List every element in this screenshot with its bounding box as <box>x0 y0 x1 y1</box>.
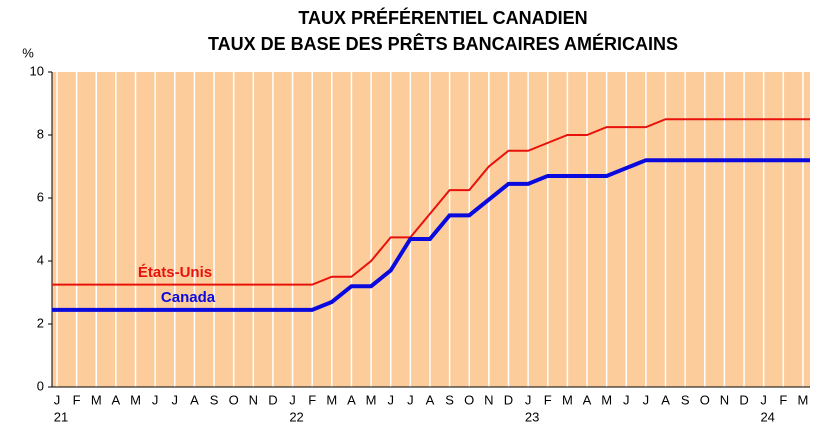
y-tick-label: 6 <box>37 189 44 204</box>
y-tick-label: 8 <box>37 126 44 141</box>
year-label: 21 <box>54 409 68 424</box>
series-label: États-Unis <box>138 264 212 281</box>
x-tick-label: A <box>583 392 592 407</box>
x-tick-label: D <box>504 392 513 407</box>
x-tick-label: M <box>366 392 377 407</box>
x-tick-label: F <box>73 392 81 407</box>
x-tick-label: O <box>700 392 710 407</box>
x-tick-label: J <box>643 392 650 407</box>
x-tick-label: F <box>779 392 787 407</box>
x-tick-label: J <box>289 392 296 407</box>
x-tick-label: M <box>326 392 337 407</box>
x-tick-label: J <box>387 392 394 407</box>
x-tick-label: M <box>798 392 809 407</box>
x-tick-label: A <box>112 392 121 407</box>
x-tick-label: J <box>152 392 159 407</box>
x-tick-label: J <box>54 392 61 407</box>
line-series <box>52 118 810 286</box>
x-tick-label: J <box>172 392 179 407</box>
x-tick-label: F <box>308 392 316 407</box>
x-tick-label: O <box>464 392 474 407</box>
y-tick-label: 2 <box>37 315 44 330</box>
chart-title: TAUX PRÉFÉRENTIEL CANADIEN <box>298 7 587 28</box>
x-tick-label: S <box>681 392 690 407</box>
x-tick-label: A <box>661 392 670 407</box>
x-tick-label: J <box>760 392 767 407</box>
y-tick-label: 4 <box>37 252 44 267</box>
chart-title: TAUX DE BASE DES PRÊTS BANCAIRES AMÉRICA… <box>208 33 678 54</box>
x-tick-label: F <box>544 392 552 407</box>
year-label: 23 <box>525 409 539 424</box>
x-tick-label: J <box>407 392 414 407</box>
x-tick-label: M <box>601 392 612 407</box>
series-label: Canada <box>161 289 216 306</box>
x-tick-label: A <box>347 392 356 407</box>
line-series <box>52 158 810 312</box>
x-tick-label: M <box>562 392 573 407</box>
x-tick-label: M <box>130 392 141 407</box>
x-tick-label: A <box>190 392 199 407</box>
x-tick-label: S <box>445 392 454 407</box>
x-tick-label: A <box>426 392 435 407</box>
x-tick-label: D <box>268 392 277 407</box>
x-tick-label: M <box>91 392 102 407</box>
y-tick-label: 0 <box>37 378 44 393</box>
x-tick-label: S <box>210 392 219 407</box>
plot-area <box>52 72 810 387</box>
x-tick-label: N <box>720 392 729 407</box>
x-tick-label: N <box>484 392 493 407</box>
y-axis-label: % <box>22 45 34 60</box>
x-tick-label: O <box>229 392 239 407</box>
x-tick-label: D <box>739 392 748 407</box>
y-tick-label: 10 <box>30 63 44 78</box>
year-label: 22 <box>289 409 303 424</box>
x-tick-label: J <box>623 392 630 407</box>
year-label: 24 <box>760 409 774 424</box>
x-tick-label: N <box>249 392 258 407</box>
x-tick-label: J <box>525 392 532 407</box>
